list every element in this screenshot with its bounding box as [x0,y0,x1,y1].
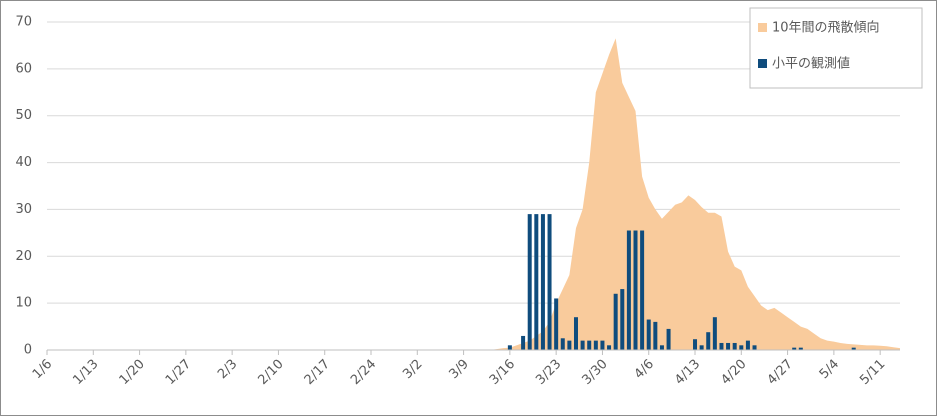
bar [580,340,585,350]
bar [732,342,737,350]
bar [521,335,526,350]
bar [745,340,750,350]
y-tick-label: 10 [15,296,32,311]
legend-label: 10年間の飛散傾向 [772,20,880,36]
bar [653,321,658,350]
bar [712,317,717,350]
area [47,38,900,351]
bar [534,214,539,350]
legend-box [749,7,923,89]
y-tick-label: 40 [15,155,32,170]
bar [640,230,645,350]
bar [752,345,757,350]
y-tick-label: 0 [24,343,32,358]
bar [613,293,618,350]
y-tick-label: 20 [15,249,32,264]
bar [792,347,797,350]
bar [567,340,572,350]
bar [527,214,532,350]
bar [607,345,612,350]
bar [633,230,638,350]
bar [507,345,512,350]
bar [699,345,704,350]
bar [587,340,592,350]
bar [739,345,744,350]
bar [693,339,698,350]
legend-swatch [758,23,767,32]
bar [593,340,598,350]
bar [573,317,578,350]
bar [560,338,565,350]
bar [719,342,724,350]
legend-label: 小平の観測値 [772,56,850,72]
bar [554,298,559,350]
bar [798,347,803,350]
bar [646,319,651,350]
bar [620,289,625,350]
bar [547,214,552,350]
y-tick-label: 60 [15,61,32,76]
y-tick-label: 30 [15,202,32,217]
bar [600,340,605,350]
y-tick-label: 50 [15,108,32,123]
bar [626,230,631,350]
bar [540,214,545,350]
legend-swatch [758,59,767,68]
bar [726,342,731,350]
bar [666,328,671,350]
bar [659,345,664,350]
y-tick-label: 70 [15,15,32,30]
bar [851,347,856,350]
bar [706,332,711,350]
